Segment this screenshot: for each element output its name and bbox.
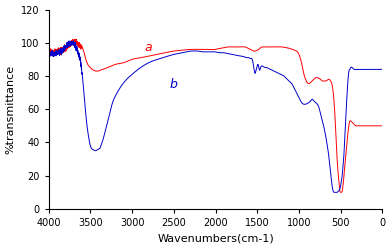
Y-axis label: %transmittance: %transmittance: [5, 65, 16, 154]
X-axis label: Wavenumbers(cm-1): Wavenumbers(cm-1): [157, 234, 274, 244]
Text: a: a: [145, 41, 152, 54]
Text: b: b: [170, 78, 178, 91]
